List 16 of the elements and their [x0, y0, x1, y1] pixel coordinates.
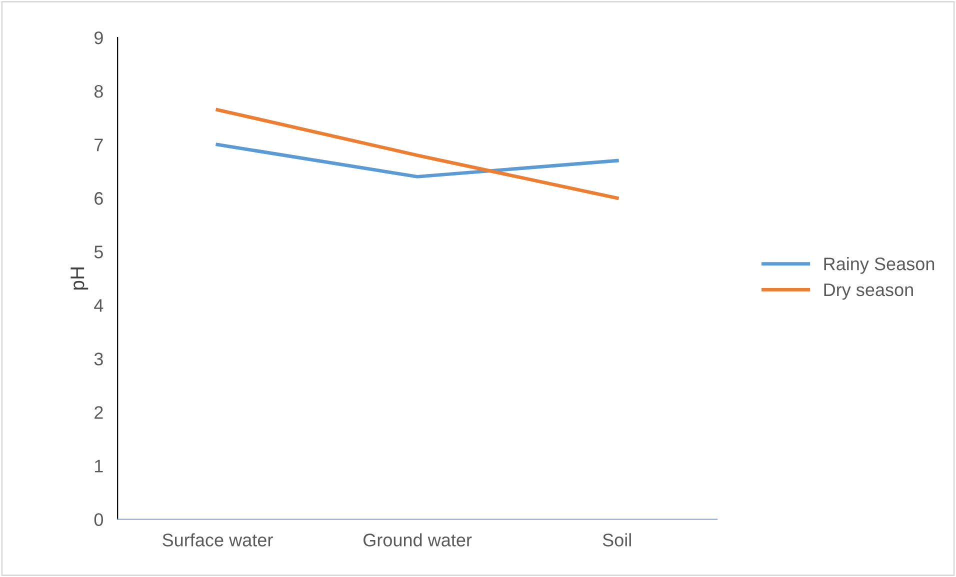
y-tick-label: 1: [95, 460, 103, 472]
y-tick-label: 5: [94, 246, 103, 258]
x-tick-label: Soil: [602, 533, 631, 546]
x-tick-label: Ground water: [364, 533, 472, 546]
y-tick-label: 6: [94, 192, 103, 205]
legend-label: Rainy Season: [824, 257, 934, 274]
y-tick-label: 8: [94, 84, 103, 98]
y-tick-label: 3: [94, 352, 103, 366]
y-tick-label: 9: [94, 31, 103, 44]
legend-label: Dry season: [824, 284, 913, 300]
y-axis-title: pH: [70, 268, 88, 290]
y-tick-label: 0: [94, 513, 103, 526]
y-tick-label: 2: [94, 406, 103, 419]
x-tick-label: Surface water: [162, 533, 273, 546]
y-tick-label: 4: [94, 299, 104, 312]
y-tick-label: 7: [94, 138, 103, 152]
